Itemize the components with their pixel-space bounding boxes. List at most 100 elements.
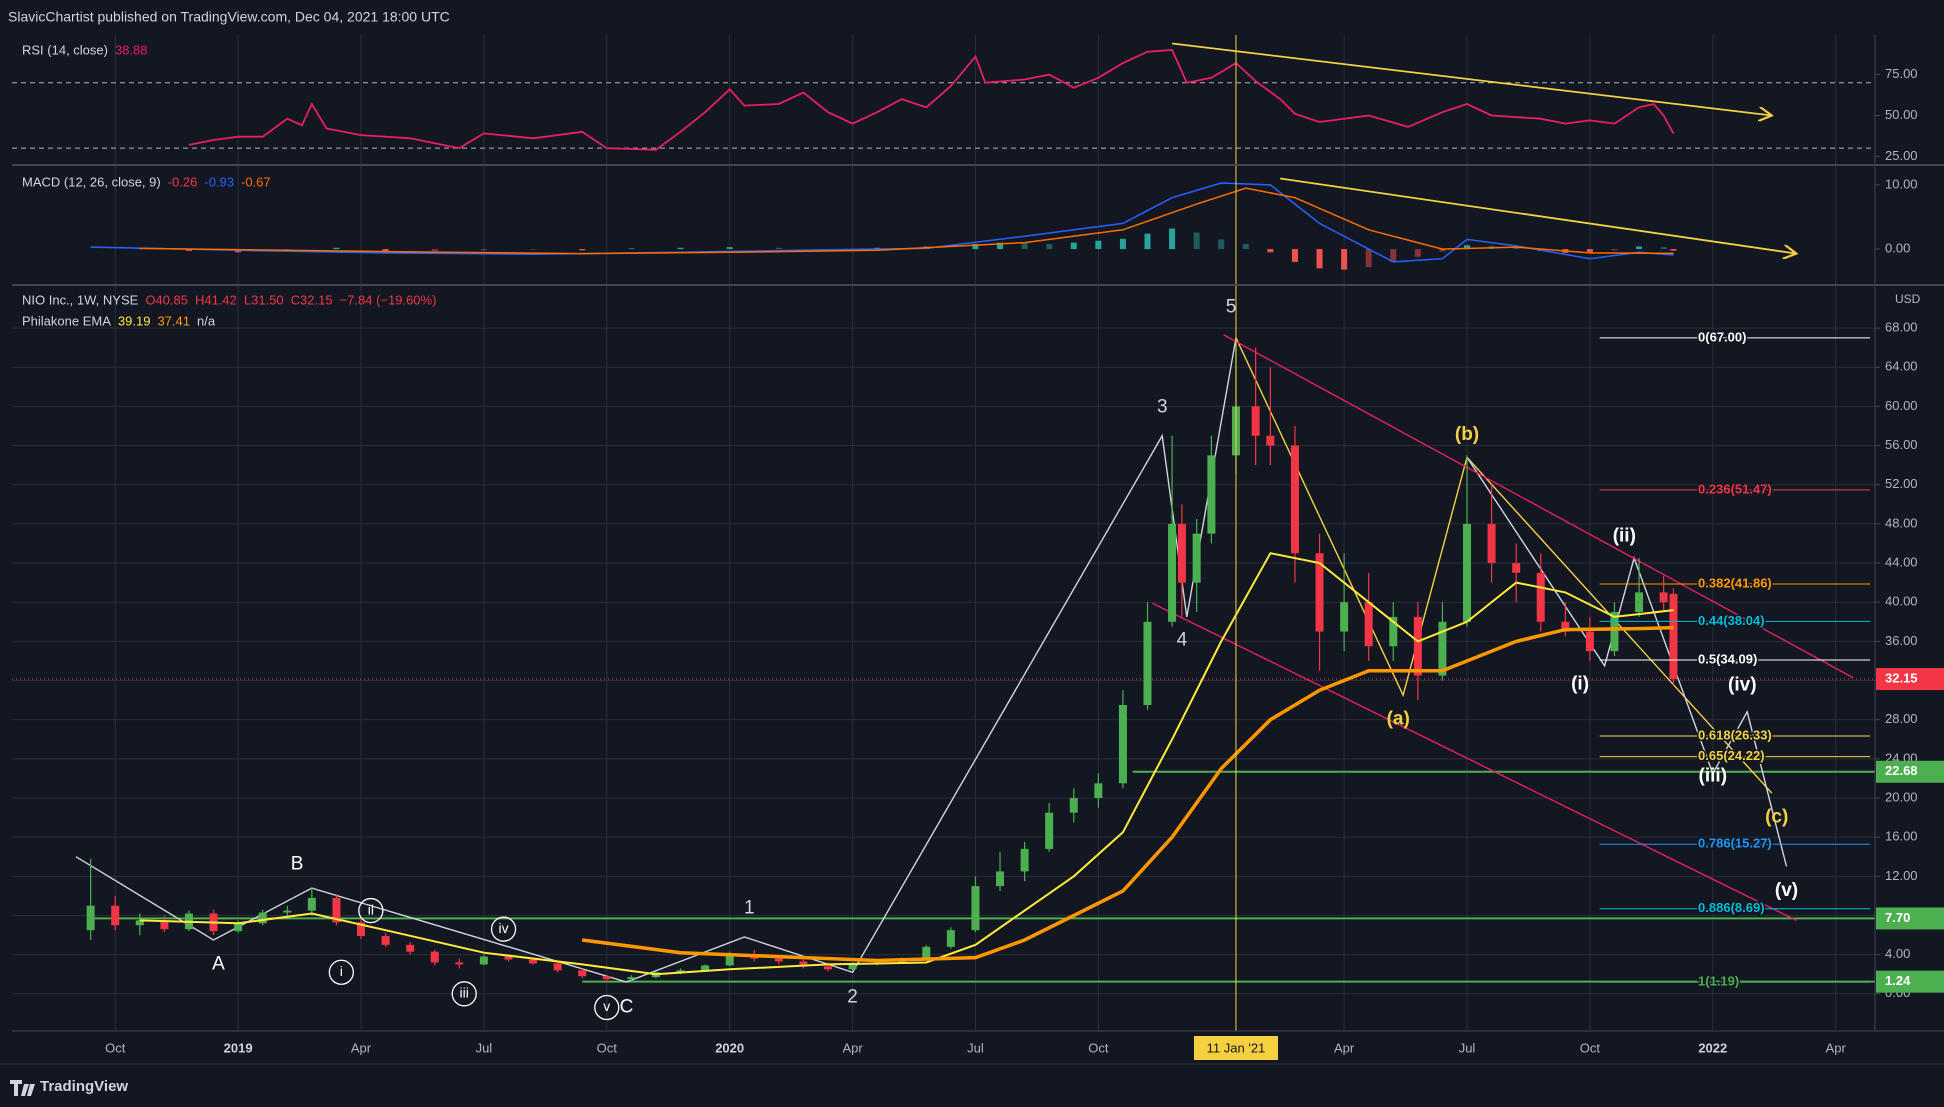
- fib-label: 0.5(34.09): [1698, 651, 1757, 666]
- histogram-bar: [333, 247, 340, 250]
- histogram-bar: [1095, 240, 1102, 250]
- histogram-bar: [1021, 243, 1028, 250]
- wave-label: iii: [460, 985, 469, 1001]
- y-tick-label: 60.00: [1885, 398, 1918, 413]
- fib-label: 0(67.00): [1698, 329, 1746, 344]
- candle-body: [1512, 563, 1521, 573]
- candle-body: [1389, 616, 1398, 647]
- candle-body: [701, 965, 710, 971]
- fib-label: 0.236(51.47): [1698, 481, 1772, 496]
- candle-body: [1207, 455, 1216, 534]
- histogram-bar: [1586, 249, 1593, 253]
- candle-body: [1463, 523, 1472, 622]
- rsi-line: [188, 49, 1675, 151]
- fib-label: 0.618(26.33): [1698, 727, 1772, 742]
- histogram-bar: [1267, 249, 1274, 253]
- legend-text: MACD (12, 26, close, 9): [22, 174, 161, 189]
- x-tick-label: Apr: [842, 1040, 863, 1055]
- rsi-pane: [12, 35, 1875, 165]
- candle-body: [946, 930, 955, 947]
- candle-body: [234, 923, 243, 932]
- wave-label: (ii): [1613, 526, 1636, 547]
- histogram-bar: [382, 249, 389, 252]
- histogram-bar: [1611, 249, 1618, 251]
- candle-body: [479, 956, 488, 965]
- histogram-bar: [185, 249, 192, 251]
- histogram-bar: [480, 249, 487, 251]
- publisher: SlavicChartist published on TradingView.…: [8, 9, 450, 25]
- histogram-bar: [1070, 242, 1077, 250]
- candle-body: [1177, 523, 1186, 583]
- candle-body: [1118, 704, 1127, 784]
- wave-label: v: [603, 998, 610, 1014]
- macd-trendline: [1280, 177, 1796, 254]
- wave-label: iv: [498, 920, 508, 936]
- signal-line: [139, 187, 1674, 255]
- candle-body: [111, 905, 120, 926]
- candle-body: [1669, 593, 1678, 680]
- overlay: Oct 2019 Apr Jul Oct 2020 Apr Jul Oct Apr Jul Oct 20…: [22, 35, 1944, 1060]
- candle-body: [135, 920, 144, 926]
- legend-text: -0.93: [204, 174, 234, 189]
- wave-label: 4: [1177, 629, 1188, 650]
- candle-body: [381, 936, 390, 945]
- candle-body: [971, 886, 980, 931]
- histogram-bar: [1218, 239, 1225, 250]
- histogram-bar: [431, 249, 438, 251]
- y-tick-label: 48.00: [1885, 515, 1918, 530]
- x-tick-label: 2022: [1698, 1040, 1727, 1055]
- candle-body: [1192, 533, 1201, 583]
- wave-line: [1223, 334, 1854, 679]
- legend-text: H41.42: [195, 292, 237, 307]
- price-label-bg: [1876, 760, 1944, 783]
- candle-body: [1020, 848, 1029, 872]
- wave-circle: [490, 916, 517, 942]
- candle-body: [1143, 621, 1152, 705]
- histogram-bar: [1660, 247, 1667, 250]
- candle-body: [430, 951, 439, 963]
- wave-circle: [328, 959, 354, 985]
- histogram-bar: [1341, 249, 1348, 270]
- price-label-bg: [1876, 668, 1944, 691]
- currency-label: USD: [1895, 292, 1921, 306]
- candle-body: [1364, 602, 1373, 647]
- candle-body: [307, 897, 316, 911]
- wave-label: i: [340, 963, 343, 979]
- logo: [10, 1080, 35, 1096]
- candle-body: [553, 963, 562, 971]
- y-tick-label: 12.00: [1885, 868, 1918, 883]
- y-tick-label: 25.00: [1885, 148, 1918, 163]
- price-label-bg: [1876, 907, 1944, 930]
- fib-label: 0.786(15.27): [1698, 836, 1772, 851]
- candle-body: [922, 946, 931, 960]
- candle-body: [1487, 523, 1496, 564]
- candle-body: [1413, 616, 1422, 676]
- candle-body: [357, 922, 366, 937]
- wave-circle: [451, 981, 477, 1007]
- legend-text: 37.41: [157, 313, 190, 328]
- wave-label: (iii): [1699, 765, 1728, 786]
- candle-body: [1340, 602, 1349, 632]
- wave-label: 5: [1226, 297, 1237, 318]
- candle-body: [578, 970, 587, 977]
- candle-body: [725, 954, 734, 966]
- rsi-trendline: [1171, 42, 1772, 116]
- y-tick-label: 52.00: [1885, 476, 1918, 491]
- candle-body: [1045, 812, 1054, 849]
- price-label: 32.15: [1885, 670, 1918, 685]
- histogram-bar: [1119, 238, 1126, 250]
- fib-label: 0.65(24.22): [1698, 748, 1765, 763]
- x-tick-label: Jul: [476, 1040, 493, 1055]
- x-tick-label: 2020: [715, 1040, 744, 1055]
- candle-body: [1290, 445, 1299, 554]
- y-tick-label: 16.00: [1885, 829, 1918, 844]
- candle-body: [1094, 783, 1103, 798]
- histogram-bar: [1390, 249, 1397, 262]
- candle-body: [258, 912, 267, 924]
- ema-line: [139, 552, 1674, 976]
- histogram-bar: [1670, 249, 1677, 251]
- candle-body: [160, 920, 169, 930]
- wave-label: 2: [847, 987, 858, 1008]
